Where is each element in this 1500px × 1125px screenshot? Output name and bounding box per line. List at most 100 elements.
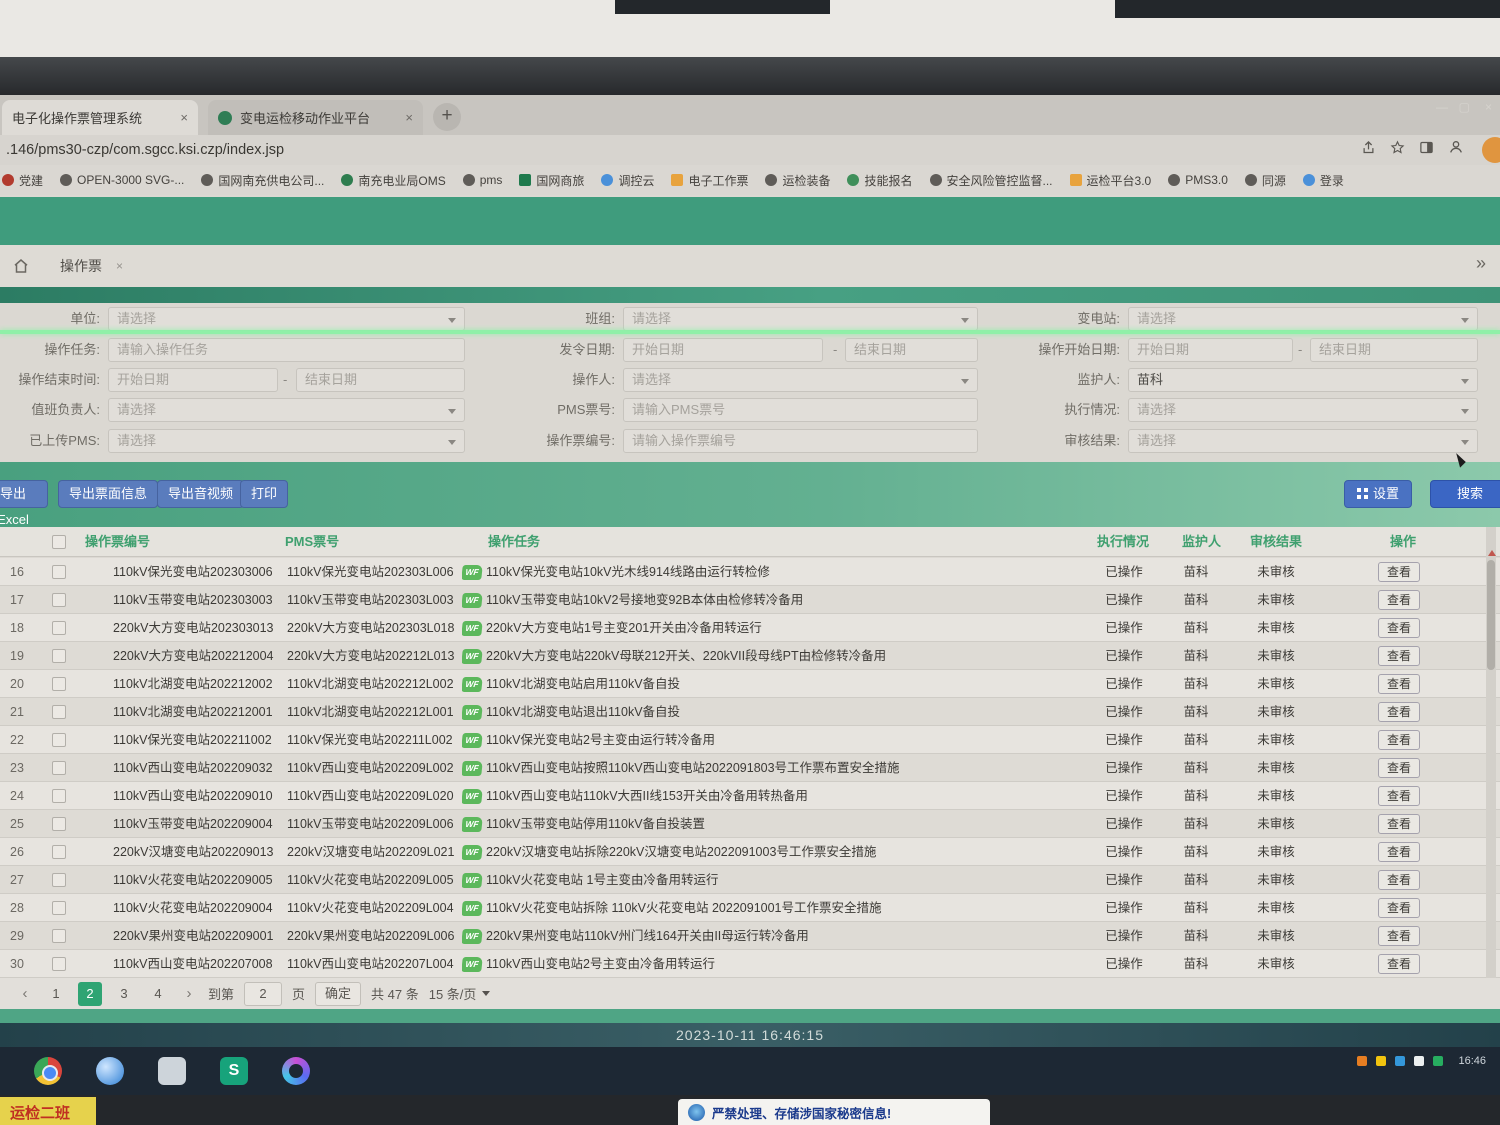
order-date-end-input[interactable]: 结束日期 <box>845 338 978 362</box>
print-button[interactable]: 打印 <box>240 480 289 508</box>
pms-no-input[interactable]: 请输入PMS票号 <box>623 398 978 422</box>
bookmark-item[interactable]: 国网商旅 <box>519 172 584 189</box>
share-icon[interactable] <box>1361 140 1376 155</box>
row-checkbox[interactable] <box>52 649 66 663</box>
new-tab-button[interactable]: + <box>433 103 461 131</box>
blue-app-icon[interactable] <box>96 1057 124 1085</box>
table-row[interactable]: 29 220kV果州变电站202209001 220kV果州变电站202209L… <box>0 922 1500 950</box>
view-button[interactable]: 查看 <box>1378 814 1421 834</box>
confirm-button[interactable]: 确定 <box>315 981 362 1006</box>
table-row[interactable]: 24 110kV西山变电站202209010 110kV西山变电站202209L… <box>0 782 1500 810</box>
bookmark-item[interactable]: 登录 <box>1302 172 1344 189</box>
bookmark-star-icon[interactable] <box>1390 140 1405 155</box>
tab-close-icon[interactable]: × <box>180 110 188 125</box>
view-button[interactable]: 查看 <box>1378 786 1421 806</box>
view-button[interactable]: 查看 <box>1378 898 1421 918</box>
tray-icon[interactable] <box>1376 1056 1387 1066</box>
bookmark-item[interactable]: 技能报名 <box>847 172 913 189</box>
row-checkbox[interactable] <box>52 845 66 859</box>
page-button[interactable]: 1 <box>52 985 60 1001</box>
page-button[interactable]: 4 <box>154 985 162 1001</box>
view-button[interactable]: 查看 <box>1378 954 1421 974</box>
team-select[interactable]: 请选择 <box>623 307 978 331</box>
select-all-checkbox[interactable] <box>52 535 66 549</box>
address-bar[interactable]: .146/pms30-czp/com.sgcc.ksi.czp/index.js… <box>0 135 1500 165</box>
scroll-up-arrow[interactable] <box>1488 550 1496 556</box>
next-page-icon[interactable]: › <box>186 985 192 1002</box>
module-tab-close-icon[interactable]: × <box>116 259 124 273</box>
row-checkbox[interactable] <box>52 705 66 719</box>
per-page-select[interactable]: 15 条/页 <box>429 984 491 1003</box>
view-button[interactable]: 查看 <box>1378 590 1421 610</box>
view-button[interactable]: 查看 <box>1378 758 1421 778</box>
home-icon[interactable] <box>12 257 30 275</box>
view-button[interactable]: 查看 <box>1378 646 1421 666</box>
bookmark-item[interactable]: 运检装备 <box>765 172 830 189</box>
bookmark-item[interactable]: 调控云 <box>601 172 654 189</box>
tray-icon[interactable] <box>1414 1056 1425 1066</box>
unit-select[interactable]: 请选择 <box>108 307 465 331</box>
page-button[interactable]: 2 <box>78 981 102 1006</box>
row-checkbox[interactable] <box>52 901 66 915</box>
view-button[interactable]: 查看 <box>1378 926 1421 946</box>
view-button[interactable]: 查看 <box>1378 674 1421 694</box>
row-checkbox[interactable] <box>52 789 66 803</box>
pms-uploaded-select[interactable]: 请选择 <box>108 429 465 453</box>
row-checkbox[interactable] <box>52 957 66 971</box>
table-row[interactable]: 27 110kV火花变电站202209005 110kV火花变电站202209L… <box>0 866 1500 894</box>
page-button[interactable]: 3 <box>120 985 128 1001</box>
table-row[interactable]: 16 110kV保光变电站202303006 110kV保光变电站202303L… <box>0 558 1500 586</box>
wps-icon[interactable]: S <box>220 1057 248 1085</box>
bookmark-item[interactable]: 南充电业局OMS <box>341 172 446 189</box>
prev-page-icon[interactable]: ‹ <box>22 985 28 1002</box>
module-tab-operation-ticket[interactable]: 操作票 × <box>60 256 123 276</box>
substation-select[interactable]: 请选择 <box>1128 307 1478 331</box>
op-end-end-input[interactable]: 结束日期 <box>296 368 465 392</box>
view-button[interactable]: 查看 <box>1378 730 1421 750</box>
row-checkbox[interactable] <box>52 677 66 691</box>
op-start-date-start-input[interactable]: 开始日期 <box>1128 338 1293 362</box>
settings-button[interactable]: 设置 <box>1344 480 1412 508</box>
op-end-start-input[interactable]: 开始日期 <box>108 368 278 392</box>
tray-icon[interactable] <box>1433 1056 1444 1066</box>
table-row[interactable]: 20 110kV北湖变电站202212002 110kV北湖变电站202212L… <box>0 670 1500 698</box>
view-button[interactable]: 查看 <box>1378 562 1421 582</box>
row-checkbox[interactable] <box>52 873 66 887</box>
export-av-button[interactable]: 导出音视频 <box>157 480 245 508</box>
search-button[interactable]: 搜索 <box>1430 480 1500 508</box>
profile-icon[interactable] <box>1448 139 1464 155</box>
close-icon[interactable]: × <box>1484 100 1492 114</box>
guardian-select[interactable]: 苗科 <box>1128 368 1478 392</box>
ticket-no-input[interactable]: 请输入操作票编号 <box>623 429 978 453</box>
split-screen-icon[interactable] <box>1419 140 1434 155</box>
browser-tab-active[interactable]: 电子化操作票管理系统 × <box>2 100 198 135</box>
row-checkbox[interactable] <box>52 817 66 831</box>
bookmark-item[interactable]: PMS3.0 <box>1168 173 1228 187</box>
table-scrollbar[interactable] <box>1486 527 1496 978</box>
color-wheel-icon[interactable] <box>282 1057 310 1085</box>
view-button[interactable]: 查看 <box>1378 618 1421 638</box>
row-checkbox[interactable] <box>52 565 66 579</box>
chrome-icon[interactable] <box>34 1057 62 1085</box>
tab-close-icon[interactable]: × <box>405 110 413 125</box>
table-row[interactable]: 18 220kV大方变电站202303013 220kV大方变电站202303L… <box>0 614 1500 642</box>
tab-overflow-icon[interactable]: » <box>1475 253 1486 273</box>
table-row[interactable]: 23 110kV西山变电站202209032 110kV西山变电站202209L… <box>0 754 1500 782</box>
order-date-start-input[interactable]: 开始日期 <box>623 338 823 362</box>
table-row[interactable]: 28 110kV火花变电站202209004 110kV火花变电站202209L… <box>0 894 1500 922</box>
table-row[interactable]: 22 110kV保光变电站202211002 110kV保光变电站202211L… <box>0 726 1500 754</box>
op-start-date-end-input[interactable]: 结束日期 <box>1310 338 1478 362</box>
bookmark-item[interactable]: 安全风险管控监督... <box>929 172 1053 189</box>
row-checkbox[interactable] <box>52 621 66 635</box>
bookmark-item[interactable]: pms <box>462 173 502 187</box>
table-row[interactable]: 21 110kV北湖变电站202212001 110kV北湖变电站202212L… <box>0 698 1500 726</box>
tray-icon[interactable] <box>1357 1056 1368 1066</box>
bookmark-item[interactable]: OPEN-3000 SVG-... <box>60 173 184 187</box>
export-excel-button[interactable]: 导出Excel <box>0 480 48 527</box>
task-input[interactable]: 请输入操作任务 <box>108 338 465 362</box>
minimize-icon[interactable]: — <box>1436 100 1448 114</box>
table-row[interactable]: 17 110kV玉带变电站202303003 110kV玉带变电站202303L… <box>0 586 1500 614</box>
view-button[interactable]: 查看 <box>1378 702 1421 722</box>
table-row[interactable]: 30 110kV西山变电站202207008 110kV西山变电站202207L… <box>0 950 1500 978</box>
operator-select[interactable]: 请选择 <box>623 368 978 392</box>
